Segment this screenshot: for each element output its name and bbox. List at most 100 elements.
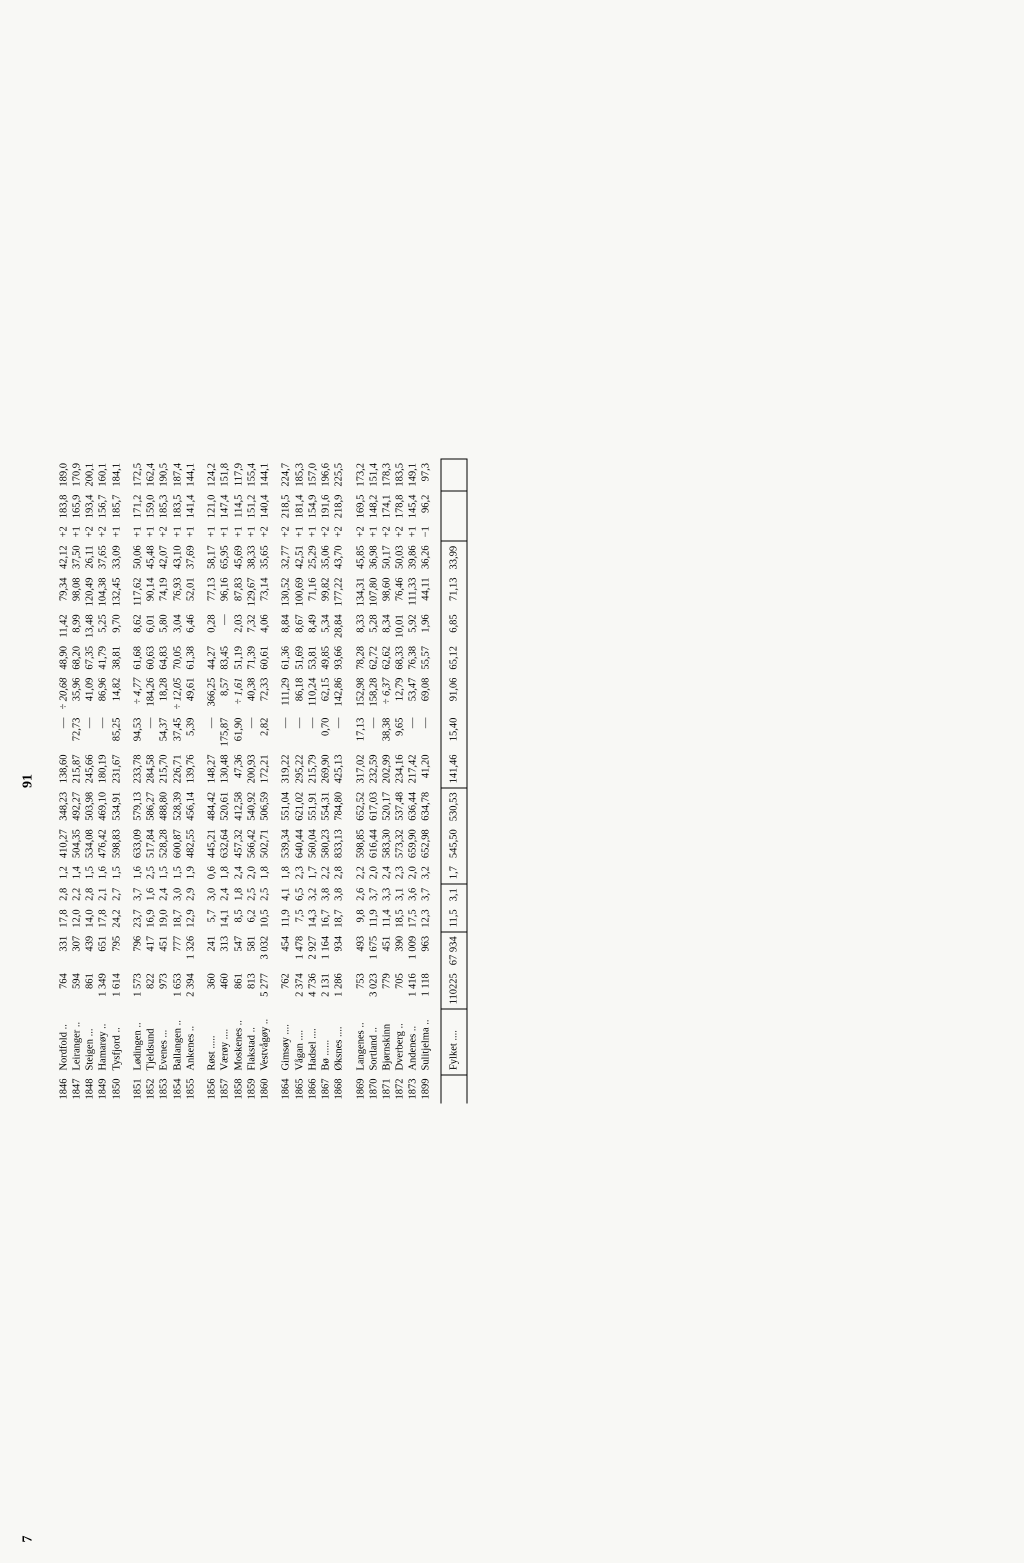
cell: Sortland .. (367, 1009, 380, 1075)
cell: 9,8 (354, 905, 367, 932)
cell: 12,3 (420, 905, 434, 932)
cell: 157,0 (306, 459, 319, 491)
cell: 3,7 (420, 884, 434, 906)
cell: 71,39 (245, 642, 258, 674)
cell: 144,1 (258, 459, 272, 491)
cell: 40,38 (245, 674, 258, 714)
cell: 0,6 (206, 862, 219, 884)
cell: 753 (354, 969, 367, 1009)
cell: 17,8 (97, 905, 110, 932)
cell: 245,66 (84, 751, 97, 788)
cell: 58,17 (206, 541, 219, 573)
cell: 5,34 (319, 610, 332, 642)
cell: 269,90 (319, 751, 332, 788)
cell: 534,91 (110, 788, 124, 825)
cell: 181,4 (293, 491, 306, 523)
cell: 18,7 (332, 905, 346, 932)
cell: 43,70 (332, 541, 346, 573)
cell: 218,9 (332, 491, 346, 523)
cell: 61,38 (184, 642, 198, 674)
cell: 530,53 (441, 788, 467, 825)
cell: 5,80 (158, 610, 171, 642)
cell: +1 (206, 522, 219, 541)
cell: 12,9 (184, 905, 198, 932)
cell: 5,39 (184, 714, 198, 751)
cell: — (145, 714, 158, 751)
cell: 190,5 (158, 459, 171, 491)
cell: 779 (380, 969, 393, 1009)
cell: 178,8 (393, 491, 406, 523)
cell: 1851 (132, 1075, 145, 1104)
cell: 412,58 (232, 788, 245, 825)
cell: 60,61 (258, 642, 272, 674)
cell: 132,45 (110, 574, 124, 611)
cell: 234,16 (393, 751, 406, 788)
cell: 598,85 (354, 825, 367, 862)
cell: 1867 (319, 1075, 332, 1104)
cell: 2,3 (393, 862, 406, 884)
cell: 482,55 (184, 825, 198, 862)
cell: 796 (132, 932, 145, 969)
cell: 60,63 (145, 642, 158, 674)
cell: +1 (232, 522, 245, 541)
cell (441, 491, 467, 523)
cell: 331 (57, 932, 71, 969)
cell: 1860 (258, 1075, 272, 1104)
cell: 1 416 (407, 969, 420, 1009)
cell: Leiranger .. (71, 1009, 84, 1075)
cell: 147,4 (219, 491, 232, 523)
cell: Fylket .... (441, 1009, 467, 1075)
cell: 72,73 (71, 714, 84, 751)
cell: Øksnes .... (332, 1009, 346, 1075)
cell: 47,36 (232, 751, 245, 788)
cell: 3,04 (171, 610, 184, 642)
cell: Flakstad .. (245, 1009, 258, 1075)
cell: 5,28 (367, 610, 380, 642)
cell: 313 (219, 932, 232, 969)
cell: 55,57 (420, 642, 434, 674)
cell: 64,83 (158, 642, 171, 674)
cell: 1865 (293, 1075, 306, 1104)
cell: 174,1 (380, 491, 393, 523)
cell: 795 (110, 932, 124, 969)
cell: Dverberg .. (393, 1009, 406, 1075)
cell: 1,6 (145, 884, 158, 906)
cell: 454 (280, 932, 293, 969)
cell: 45,48 (145, 541, 158, 573)
cell: 226,71 (171, 751, 184, 788)
cell: 861 (232, 969, 245, 1009)
cell: 193,4 (84, 491, 97, 523)
cell: 107,80 (367, 574, 380, 611)
cell: 451 (380, 932, 393, 969)
data-table: 1846Nordfold ..76433117,82,81,2410,27348… (57, 458, 468, 1103)
cell: 200,93 (245, 751, 258, 788)
cell: 14,3 (306, 905, 319, 932)
cell: 215,87 (71, 751, 84, 788)
table-row: 1850Tysfjord ..1 61479524,22,71,5598,835… (110, 459, 124, 1104)
cell: 79,34 (57, 574, 71, 611)
cell: 33,09 (110, 541, 124, 573)
cell: 5,7 (206, 905, 219, 932)
cell: 215,70 (158, 751, 171, 788)
cell: 145,4 (407, 491, 420, 523)
cell: 71,16 (306, 574, 319, 611)
cell: 2,2 (71, 884, 84, 906)
cell: 98,08 (71, 574, 84, 611)
cell: 111,29 (280, 674, 293, 714)
cell: 86,18 (293, 674, 306, 714)
cell: 520,17 (380, 788, 393, 825)
cell: — (420, 714, 434, 751)
cell: 705 (393, 969, 406, 1009)
cell: 185,7 (110, 491, 124, 523)
cell: 517,84 (145, 825, 158, 862)
cell: 68,20 (71, 642, 84, 674)
cell: — (280, 714, 293, 751)
cell: 12,0 (71, 905, 84, 932)
cell: 8,34 (380, 610, 393, 642)
cell: 185,3 (158, 491, 171, 523)
cell: Gimsøy .... (280, 1009, 293, 1075)
cell: 67,35 (84, 642, 97, 674)
cell: 32,77 (280, 541, 293, 573)
cell: 129,67 (245, 574, 258, 611)
cell: +1 (306, 522, 319, 541)
